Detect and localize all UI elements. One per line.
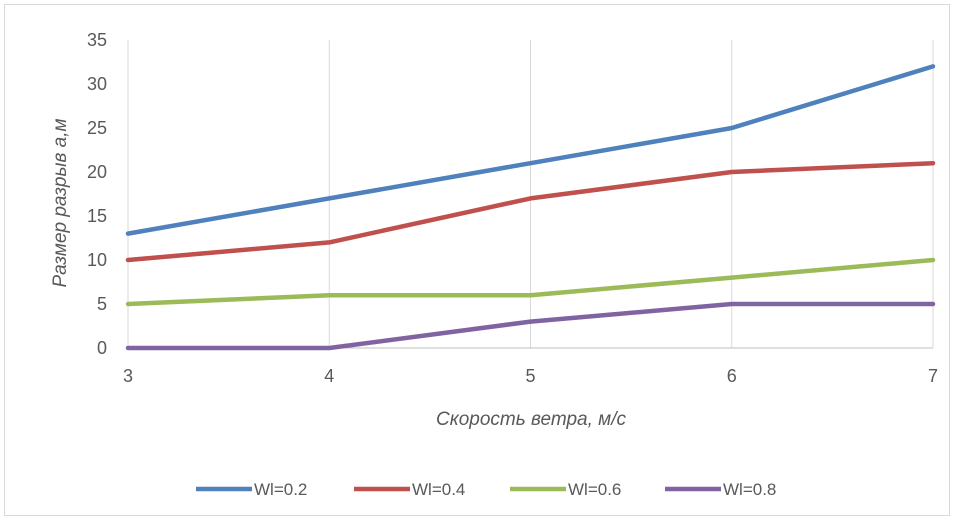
y-axis-title: Размер разрыв а,м: [50, 118, 71, 287]
series-line-3: [125, 257, 936, 307]
series-line-2: [125, 160, 936, 263]
x-tick-label: 4: [324, 366, 334, 386]
x-tick-label: 6: [727, 366, 737, 386]
y-tick-label: 15: [87, 206, 107, 226]
y-tick-label: 10: [87, 250, 107, 270]
legend-label: Wl=0.6: [568, 480, 621, 499]
series-line-1: [125, 64, 936, 236]
y-tick-label: 0: [97, 338, 107, 358]
y-tick-label: 20: [87, 162, 107, 182]
y-tick-label: 5: [97, 294, 107, 314]
series-line-4: [125, 301, 936, 351]
legend-item: Wl=0.2: [196, 480, 307, 499]
y-tick-label: 30: [87, 74, 107, 94]
legend-item: Wl=0.4: [354, 480, 465, 499]
x-tick-labels: 3 4 5 6 7: [123, 366, 938, 386]
series-lines: [125, 64, 936, 351]
legend: Wl=0.2 Wl=0.4 Wl=0.6 Wl=0.8: [196, 480, 776, 499]
legend-label: Wl=0.8: [723, 480, 776, 499]
x-tick-label: 3: [123, 366, 133, 386]
legend-item: Wl=0.6: [510, 480, 621, 499]
y-tick-label: 25: [87, 118, 107, 138]
legend-label: Wl=0.4: [412, 480, 465, 499]
chart-frame: [4, 4, 950, 516]
x-tick-label: 5: [525, 366, 535, 386]
x-tick-label: 7: [928, 366, 938, 386]
legend-label: Wl=0.2: [254, 480, 307, 499]
legend-item: Wl=0.8: [665, 480, 776, 499]
y-tick-labels: 0 5 10 15 20 25 30 35: [87, 30, 107, 358]
y-tick-label: 35: [87, 30, 107, 50]
x-axis-title: Скорость ветра, м/с: [436, 409, 626, 430]
